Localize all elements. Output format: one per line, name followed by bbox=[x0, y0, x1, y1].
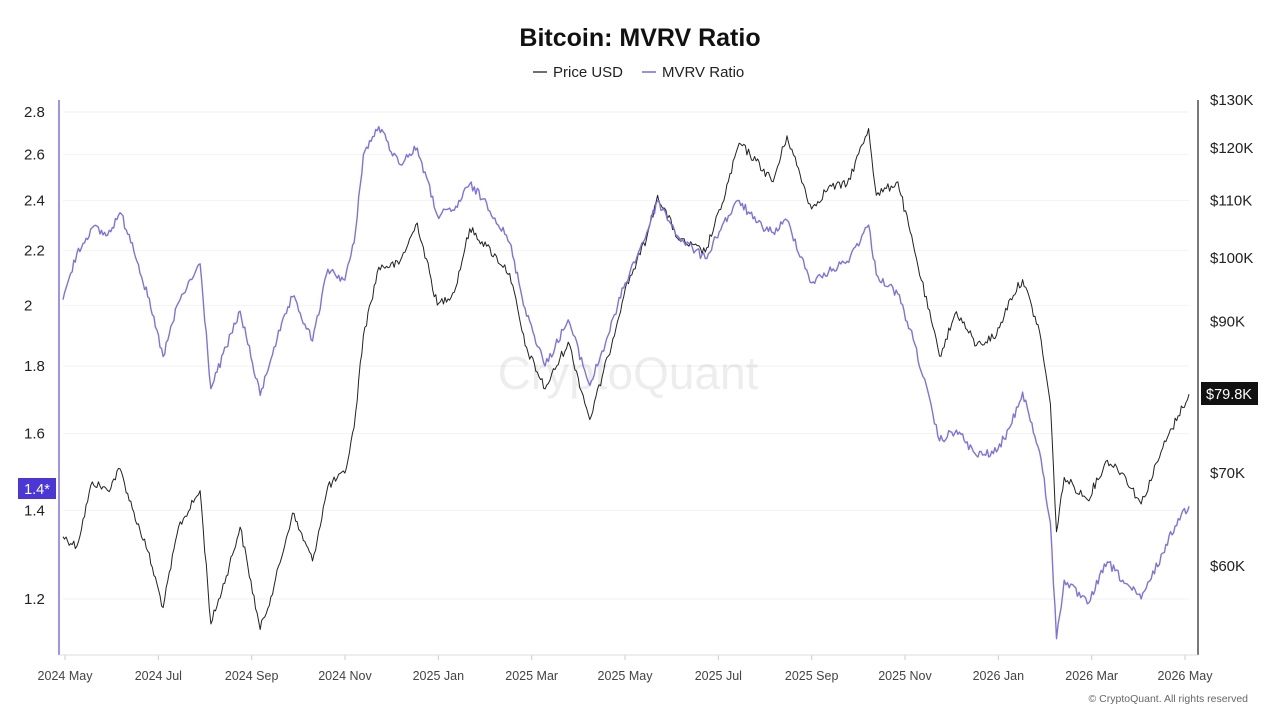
right-tick-label: $100K bbox=[1210, 250, 1253, 267]
price-current-badge: $79.8K bbox=[1201, 382, 1258, 405]
price-badge-label: $79.8K bbox=[1206, 387, 1252, 403]
right-tick-label: $120K bbox=[1210, 140, 1253, 157]
mvrv-ratio-line bbox=[62, 125, 1190, 640]
left-tick-label: 1.4 bbox=[24, 502, 45, 519]
left-tick-label: 2.6 bbox=[24, 147, 45, 164]
x-tick-label: 2025 Jul bbox=[695, 669, 742, 683]
legend-mvrv-label: MVRV Ratio bbox=[662, 64, 744, 81]
x-tick-label: 2024 Nov bbox=[318, 669, 372, 683]
mvrv-current-badge: 1.4* bbox=[18, 478, 56, 499]
copyright-text: © CryptoQuant. All rights reserved bbox=[1089, 693, 1249, 705]
right-tick-label: $90K bbox=[1210, 314, 1245, 331]
price-badge-bg bbox=[1201, 382, 1258, 405]
x-axis-ticks: 2024 May 2024 Jul 2024 Sep 2024 Nov 2025 Jan… bbox=[38, 655, 1214, 683]
right-axis-ticks: $130K$120K$110K$100K$90K$80K$70K$60K bbox=[1210, 92, 1253, 575]
price-usd-line bbox=[62, 128, 1190, 630]
left-tick-label: 1.6 bbox=[24, 426, 45, 443]
watermark-text: CryptoQuant bbox=[498, 347, 759, 399]
left-tick-label: 2.4 bbox=[24, 193, 45, 210]
x-tick-label: 2025 Jan bbox=[413, 669, 464, 683]
chart-title: Bitcoin: MVRV Ratio bbox=[519, 24, 760, 52]
x-tick-label: 2025 May bbox=[598, 669, 654, 683]
x-tick-label: 2025 Nov bbox=[878, 669, 932, 683]
left-axis-ticks: 2.8 2.6 2.4 2.2 2 1.8 1.6 1.4 1.2 bbox=[24, 104, 45, 608]
right-tick-label: $130K bbox=[1210, 92, 1253, 109]
right-tick-label: $110K bbox=[1210, 193, 1252, 210]
mvrv-badge-bg bbox=[18, 478, 56, 499]
legend[interactable]: Price USD MVRV Ratio bbox=[533, 64, 744, 81]
x-tick-label: 2026 Mar bbox=[1065, 669, 1118, 683]
left-tick-label: 2.8 bbox=[24, 104, 45, 121]
left-tick-label: 2 bbox=[24, 297, 32, 314]
x-tick-label: 2026 Jan bbox=[973, 669, 1024, 683]
legend-price-label: Price USD bbox=[553, 64, 623, 81]
series-layer bbox=[62, 125, 1190, 640]
left-tick-label: 1.2 bbox=[24, 591, 45, 608]
x-tick-label: 2024 Sep bbox=[225, 669, 279, 683]
x-tick-label: 2024 May bbox=[38, 669, 94, 683]
right-tick-label: $70K bbox=[1210, 465, 1245, 482]
x-tick-label: 2025 Sep bbox=[785, 669, 839, 683]
x-tick-label: 2026 May bbox=[1158, 669, 1214, 683]
mvrv-badge-label: 1.4* bbox=[24, 482, 50, 498]
x-tick-label: 2025 Mar bbox=[505, 669, 558, 683]
grid-lines bbox=[63, 111, 1189, 600]
right-tick-label: $60K bbox=[1210, 558, 1245, 575]
left-tick-label: 2.2 bbox=[24, 243, 45, 260]
legend-item-price[interactable]: Price USD bbox=[533, 64, 623, 81]
legend-item-mvrv[interactable]: MVRV Ratio bbox=[642, 64, 744, 81]
x-tick-label: 2024 Jul bbox=[135, 669, 182, 683]
left-tick-label: 1.8 bbox=[24, 358, 45, 375]
